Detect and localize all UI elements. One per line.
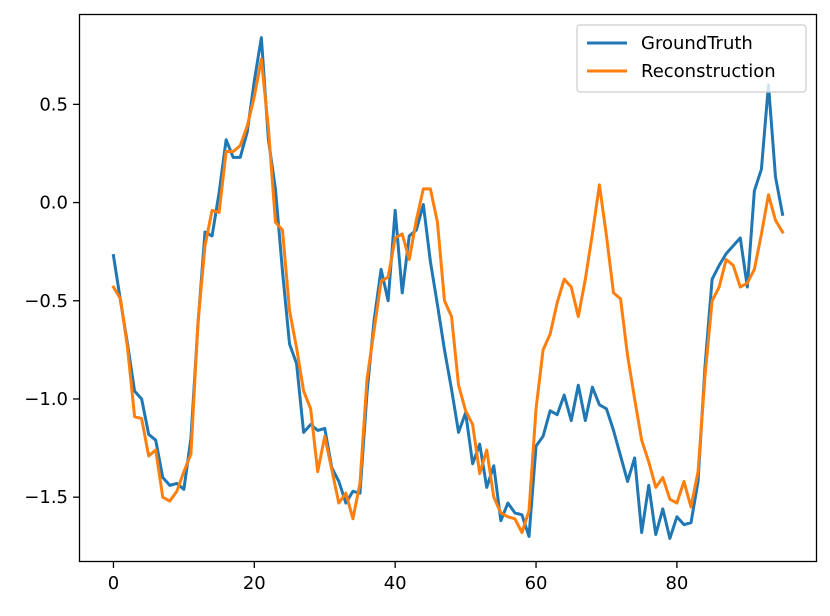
x-tick-label: 40 <box>384 573 407 594</box>
legend-label-reconstruction: Reconstruction <box>641 61 776 82</box>
legend-box <box>576 24 807 93</box>
plot-lines <box>111 36 785 540</box>
y-axis: 0.5 0.0 −0.5 −1.0 −1.5 <box>24 94 80 508</box>
x-axis: 0 20 40 60 80 <box>108 561 688 594</box>
x-tick-label: 20 <box>243 573 266 594</box>
y-tick-label: −1.0 <box>24 389 68 410</box>
y-tick-label: 0.0 <box>39 193 68 214</box>
legend-label-groundtruth: GroundTruth <box>641 33 753 54</box>
x-tick-label: 60 <box>525 573 548 594</box>
y-tick-label: 0.5 <box>39 94 68 115</box>
x-tick-label: 80 <box>665 573 688 594</box>
series-line-reconstruction <box>111 57 785 535</box>
y-tick-label: −0.5 <box>24 291 68 312</box>
plot-frame <box>78 13 818 563</box>
y-tick-label: −1.5 <box>24 487 68 508</box>
series-line-groundtruth <box>111 36 785 540</box>
x-tick-label: 0 <box>108 573 119 594</box>
legend: GroundTruth Reconstruction <box>576 24 807 93</box>
